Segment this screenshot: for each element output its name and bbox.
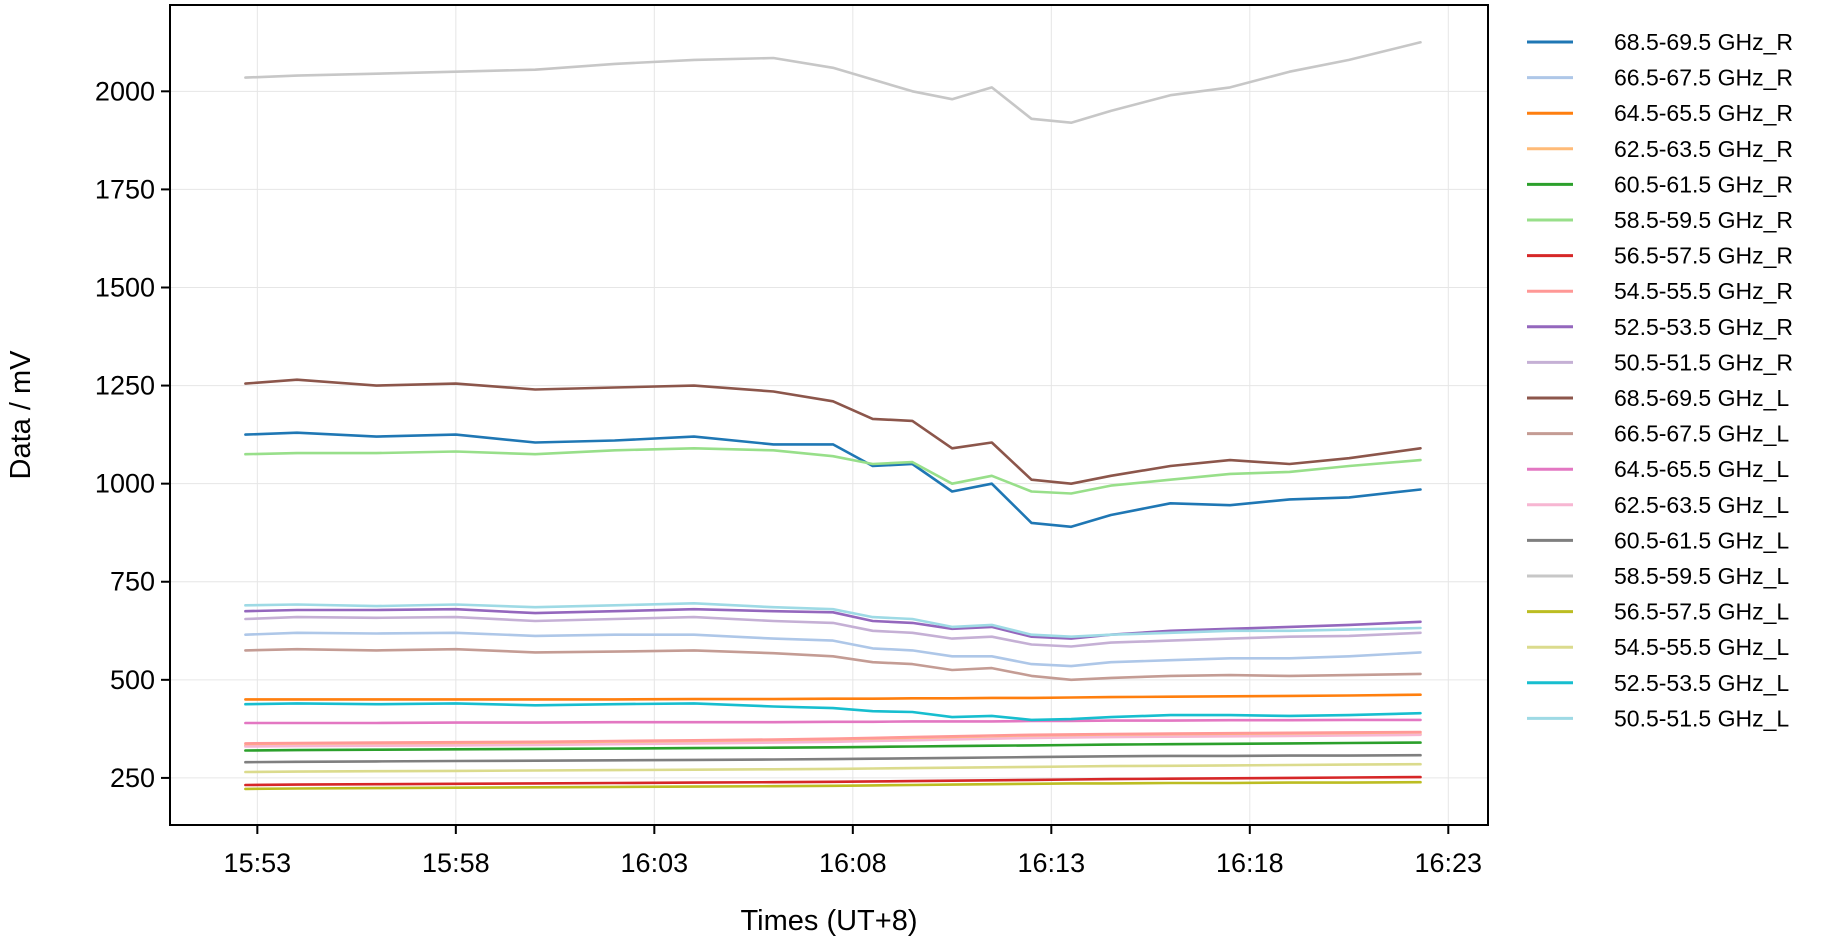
grid xyxy=(170,5,1488,825)
x-tick-label: 15:58 xyxy=(422,848,490,878)
series-lines xyxy=(244,41,1422,791)
legend-label-13: 62.5-63.5 GHz_L xyxy=(1614,492,1789,518)
legend-label-6: 56.5-57.5 GHz_R xyxy=(1614,243,1793,269)
legend-label-9: 50.5-51.5 GHz_R xyxy=(1614,349,1793,375)
x-tick-label: 16:08 xyxy=(819,848,887,878)
legend-label-0: 68.5-69.5 GHz_R xyxy=(1614,29,1793,55)
x-tick-label: 15:53 xyxy=(224,848,292,878)
legend-label-10: 68.5-69.5 GHz_L xyxy=(1614,385,1789,411)
legend-label-15: 58.5-59.5 GHz_L xyxy=(1614,563,1789,589)
x-tick-label: 16:18 xyxy=(1216,848,1284,878)
y-tick-label: 1500 xyxy=(95,272,155,302)
series-line-2 xyxy=(244,693,1422,701)
series-line-16 xyxy=(244,780,1422,791)
legend-label-8: 52.5-53.5 GHz_R xyxy=(1614,314,1793,340)
legend: 68.5-69.5 GHz_R 66.5-67.5 GHz_R 64.5-65.5 … xyxy=(1527,29,1793,731)
legend-label-4: 60.5-61.5 GHz_R xyxy=(1614,171,1793,197)
series-line-18 xyxy=(244,702,1422,722)
legend-label-14: 60.5-61.5 GHz_L xyxy=(1614,527,1789,553)
y-tick-label: 1250 xyxy=(95,371,155,401)
series-line-0 xyxy=(244,431,1422,529)
series-line-1 xyxy=(244,631,1422,668)
legend-label-18: 52.5-53.5 GHz_L xyxy=(1614,670,1789,696)
series-line-5 xyxy=(244,447,1422,495)
series-line-12 xyxy=(244,718,1422,725)
legend-label-11: 66.5-67.5 GHz_L xyxy=(1614,421,1789,447)
series-line-14 xyxy=(244,753,1422,764)
series-line-10 xyxy=(244,378,1422,485)
legend-label-5: 58.5-59.5 GHz_R xyxy=(1614,207,1793,233)
series-line-13 xyxy=(244,733,1422,748)
x-axis-title: Times (UT+8) xyxy=(741,905,918,937)
x-tick-label: 16:13 xyxy=(1018,848,1086,878)
series-line-7 xyxy=(244,730,1422,745)
series-line-4 xyxy=(244,741,1422,752)
legend-label-19: 50.5-51.5 GHz_L xyxy=(1614,705,1789,731)
y-axis: 250 500 750 1000 1250 1500 1750 2000 xyxy=(95,76,170,793)
legend-label-16: 56.5-57.5 GHz_L xyxy=(1614,599,1789,625)
series-line-8 xyxy=(244,607,1422,640)
legend-label-2: 64.5-65.5 GHz_R xyxy=(1614,100,1793,126)
legend-label-17: 54.5-55.5 GHz_L xyxy=(1614,634,1789,660)
y-tick-label: 250 xyxy=(110,763,155,793)
plot-frame xyxy=(169,4,1489,826)
series-line-15 xyxy=(244,41,1422,124)
x-tick-label: 16:03 xyxy=(621,848,689,878)
legend-label-1: 66.5-67.5 GHz_R xyxy=(1614,65,1793,91)
x-axis: 15:53 15:58 16:03 16:08 16:13 16:18 16:23 xyxy=(224,825,1483,878)
series-line-11 xyxy=(244,647,1422,682)
y-tick-label: 2000 xyxy=(95,76,155,106)
series-line-17 xyxy=(244,762,1422,774)
y-tick-label: 750 xyxy=(110,567,155,597)
series-line-19 xyxy=(244,602,1422,638)
x-tick-label: 16:23 xyxy=(1415,848,1483,878)
y-tick-label: 1750 xyxy=(95,174,155,204)
series-line-9 xyxy=(244,615,1422,648)
y-axis-title: Data / mV xyxy=(5,350,37,480)
legend-label-12: 64.5-65.5 GHz_L xyxy=(1614,456,1789,482)
series-line-6 xyxy=(244,775,1422,787)
legend-label-3: 62.5-63.5 GHz_R xyxy=(1614,136,1793,162)
y-tick-label: 500 xyxy=(110,665,155,695)
y-tick-label: 1000 xyxy=(95,469,155,499)
legend-label-7: 54.5-55.5 GHz_R xyxy=(1614,278,1793,304)
